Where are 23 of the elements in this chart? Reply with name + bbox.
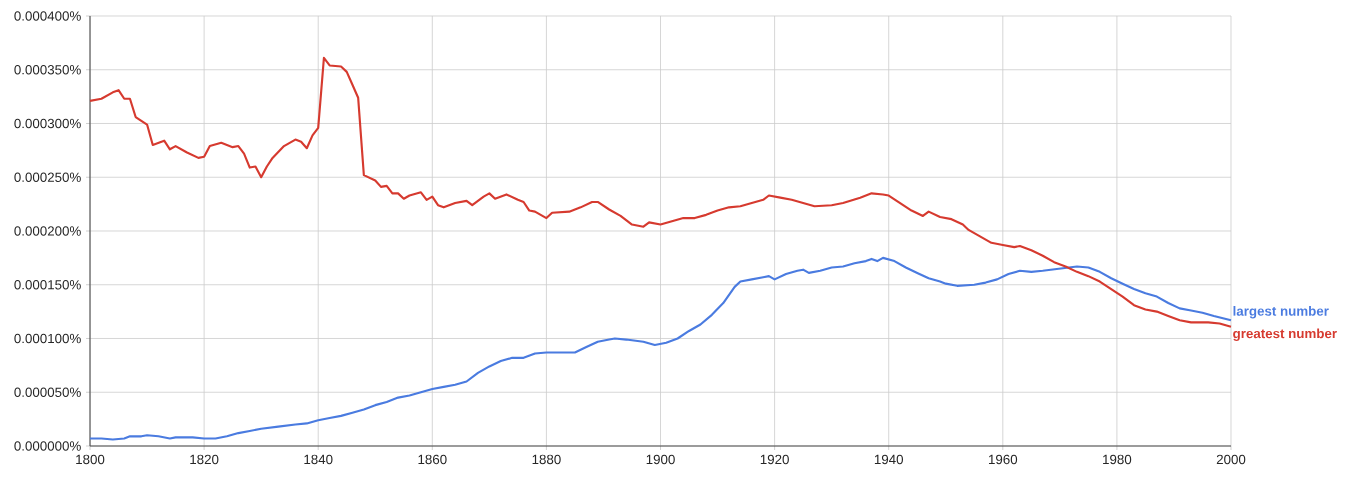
- x-tick-label: 1920: [760, 454, 789, 465]
- y-tick-label: 0.000400%: [14, 11, 81, 21]
- x-tick-label: 1980: [1103, 454, 1132, 465]
- y-tick-label: 0.000300%: [14, 118, 81, 129]
- y-tick-label: 0.000100%: [14, 333, 81, 344]
- x-tick-label: 1860: [418, 454, 447, 465]
- y-tick-label: 0.000200%: [14, 226, 81, 236]
- x-tick-label: 2000: [1216, 454, 1246, 465]
- y-tick-label: 0.000250%: [14, 172, 81, 182]
- y-tick-label: 0.000150%: [14, 280, 81, 290]
- x-tick-label: 1900: [646, 454, 675, 465]
- y-tick-label: 0.000350%: [14, 65, 81, 75]
- x-tick-label: 1880: [532, 454, 561, 465]
- series-label: greatest number: [1233, 328, 1337, 341]
- x-tick-label: 1800: [76, 454, 105, 465]
- x-tick-label: 1960: [989, 454, 1018, 465]
- line-series: [88, 56, 1233, 328]
- y-tick-label: 0.000050%: [14, 387, 81, 397]
- x-tick-label: 1940: [874, 454, 904, 465]
- x-tick-label: 1820: [190, 454, 219, 465]
- y-tick-label: 0.000000%: [14, 441, 81, 451]
- x-tick-label: 1840: [304, 454, 333, 465]
- series-label: largest number: [1233, 305, 1329, 319]
